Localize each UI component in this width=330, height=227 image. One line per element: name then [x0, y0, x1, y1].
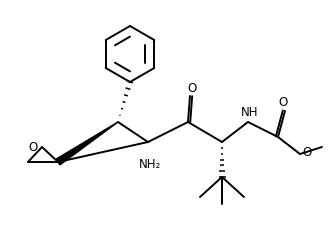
- Polygon shape: [56, 122, 118, 165]
- Text: NH₂: NH₂: [139, 158, 161, 171]
- Text: O: O: [279, 96, 288, 109]
- Text: NH: NH: [241, 106, 259, 119]
- Text: O: O: [302, 146, 312, 159]
- Text: O: O: [187, 82, 197, 95]
- Text: O: O: [28, 141, 38, 154]
